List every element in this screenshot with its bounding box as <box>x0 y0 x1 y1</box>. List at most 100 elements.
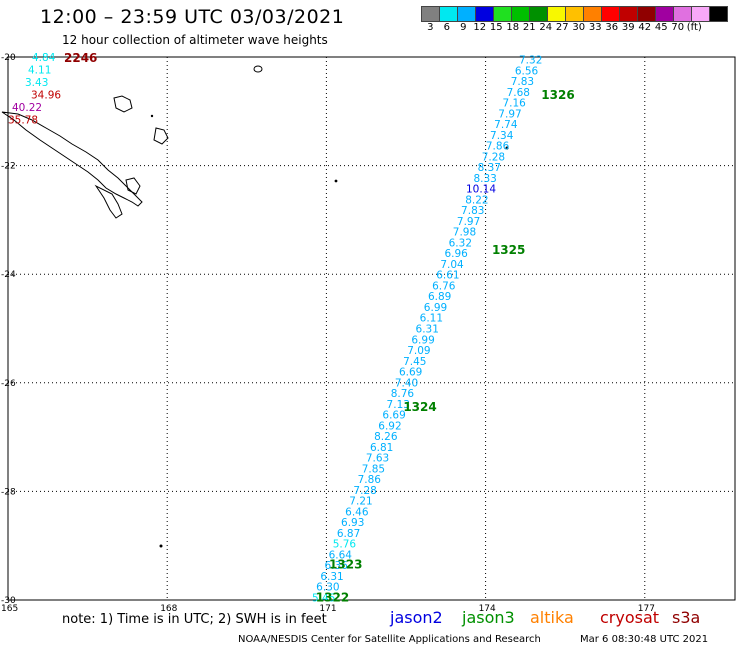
swh-value-label: 7.63 <box>366 453 389 465</box>
color-tick-label: 42 <box>638 22 652 33</box>
swh-value-label: 35.78 <box>8 115 38 127</box>
new-caledonia-outline <box>1 111 143 207</box>
swh-value-label: 6.56 <box>515 65 539 77</box>
swh-value-label: 6.93 <box>341 517 364 529</box>
swh-value-label: 6.92 <box>378 420 401 432</box>
loyalty-island-ouvea <box>113 95 133 113</box>
swh-value-label: 8.22 <box>465 194 488 206</box>
swh-value-label: 5.76 <box>333 539 357 551</box>
swh-value-label: 7.09 <box>407 345 430 357</box>
swh-value-label: 8.37 <box>478 162 501 174</box>
swh-value-label: 7.16 <box>502 98 526 110</box>
lat-tick-label: -24 <box>1 270 16 280</box>
map-frame <box>7 56 736 601</box>
color-tick-label: 70 <box>671 22 685 33</box>
swh-value-label: 7.68 <box>507 87 530 99</box>
color-tick-label: 30 <box>572 22 586 33</box>
swh-value-label: 6.46 <box>345 506 369 518</box>
swh-value-label: 8.33 <box>473 173 496 185</box>
swh-value-label: 7.13 <box>387 399 410 411</box>
swh-value-label: 6.61 <box>436 270 459 282</box>
swh-value-label: 4.84 <box>32 52 56 64</box>
lon-tick-label: 165 <box>1 604 18 614</box>
swh-value-label: 6.31 <box>416 324 439 336</box>
swh-value-label: 34.96 <box>31 90 61 102</box>
color-tick-label: 36 <box>605 22 619 33</box>
small-islet-1 <box>150 114 154 118</box>
color-tick-label: 6 <box>443 22 450 33</box>
swh-value-label: 7.83 <box>461 205 484 217</box>
swh-value-label: 6.30 <box>316 582 339 594</box>
color-tick-label: 18 <box>506 22 520 33</box>
altimeter-track: 7.326.567.837.687.167.977.747.347.867.28… <box>312 55 542 605</box>
small-islet-3 <box>505 146 509 150</box>
loyalty-island-mare <box>125 177 141 195</box>
swh-value-label: 7.40 <box>395 377 418 389</box>
color-tick-label: 33 <box>588 22 602 33</box>
mission-jason3: jason3 <box>462 608 515 627</box>
color-tick-label: 15 <box>489 22 503 33</box>
pass-time-label: 1324 <box>403 400 436 414</box>
color-swatch <box>709 6 728 22</box>
pass-time-label: 1322 <box>316 590 349 604</box>
small-islet-4 <box>159 544 163 548</box>
swh-value-label: 6.99 <box>411 334 434 346</box>
lon-tick-label: 168 <box>160 604 177 614</box>
swh-value-label: 3.43 <box>25 77 48 89</box>
pass-time-label: 2246 <box>64 51 97 65</box>
mission-s3a: s3a <box>672 608 701 627</box>
swh-value-label: 6.11 <box>420 313 443 325</box>
swh-value-label: 6.36 <box>324 560 348 572</box>
swh-value-label: 7.86 <box>486 141 510 153</box>
swh-value-label: 7.32 <box>519 55 542 67</box>
swh-value-label: 40.22 <box>12 102 42 114</box>
loyalty-island-lifou <box>153 127 169 145</box>
pass-time-label: 1325 <box>492 243 525 257</box>
walpole-island <box>253 65 263 73</box>
color-tick-label: 21 <box>522 22 536 33</box>
swh-value-label: 7.04 <box>440 259 464 271</box>
lon-tick-label: 174 <box>479 604 496 614</box>
swh-value-label: 6.99 <box>424 302 447 314</box>
swh-value-label: 7.74 <box>494 119 518 131</box>
footnote: note: 1) Time is in UTC; 2) SWH is in fe… <box>62 612 327 627</box>
swh-value-label: 6.31 <box>320 571 343 583</box>
swh-value-label: 10.14 <box>466 184 496 196</box>
swh-value-label: 7.83 <box>511 76 534 88</box>
lat-tick-label: -22 <box>1 162 16 172</box>
swh-value-label: 7.45 <box>403 356 426 368</box>
swh-value-label: 7.86 <box>358 474 382 486</box>
mission-cryosat: cryosat <box>600 608 660 627</box>
swh-value-label: 7.34 <box>490 130 514 142</box>
lat-tick-label: -30 <box>1 596 16 606</box>
color-tick-label: 27 <box>555 22 569 33</box>
swh-value-label: 7.85 <box>362 463 385 475</box>
lat-tick-label: -20 <box>1 53 16 63</box>
swh-value-label: 7.21 <box>349 496 372 508</box>
page-subtitle: 12 hour collection of altimeter wave hei… <box>62 33 328 47</box>
mission-jason2: jason2 <box>390 608 443 627</box>
coastline <box>1 65 509 548</box>
color-tick-label: (ft) <box>686 22 702 33</box>
swh-value-label: 5.45 <box>312 592 335 604</box>
lon-tick-label: 171 <box>319 604 336 614</box>
color-tick-label: 9 <box>460 22 467 33</box>
swh-value-label: 4.11 <box>28 65 51 77</box>
mission-altika: altika <box>530 608 574 627</box>
swh-value-label: 7.97 <box>498 108 521 120</box>
lat-tick-label: -26 <box>1 379 16 389</box>
swh-value-label: 6.32 <box>449 237 472 249</box>
credit-line: NOAA/NESDIS Center for Satellite Applica… <box>238 634 541 645</box>
generated-timestamp: Mar 6 08:30:48 UTC 2021 <box>580 634 709 645</box>
swh-value-label: 6.69 <box>399 367 422 379</box>
swh-value-label: 6.81 <box>370 442 393 454</box>
swh-value-label: 6.76 <box>432 280 456 292</box>
swh-value-label: 7.28 <box>353 485 376 497</box>
swh-value-label: 6.69 <box>382 410 405 422</box>
pass-time-label: 1326 <box>541 88 574 102</box>
color-scale-bar <box>421 6 728 22</box>
lon-tick-label: 177 <box>638 604 655 614</box>
